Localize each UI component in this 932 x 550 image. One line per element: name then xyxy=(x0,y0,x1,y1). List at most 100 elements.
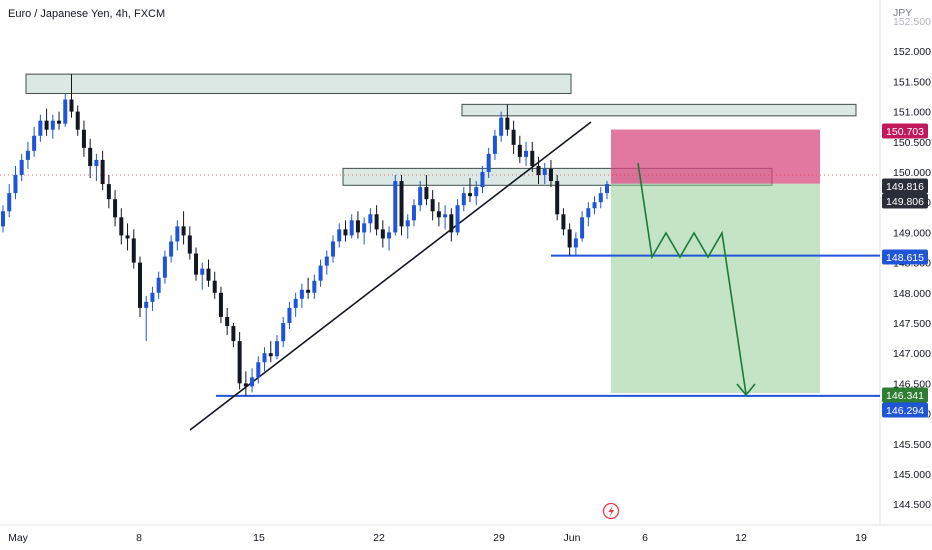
y-tick-label: 147.500 xyxy=(893,318,931,330)
supply-zone xyxy=(25,73,572,94)
stop-loss-zone xyxy=(611,129,820,184)
candle-body xyxy=(131,238,136,263)
candle-body xyxy=(331,241,336,257)
candle-body xyxy=(19,159,24,176)
candle-body xyxy=(461,193,466,206)
y-tick-label: 150.000 xyxy=(893,167,931,179)
y-tick-label: 145.500 xyxy=(893,439,931,451)
supply-zone xyxy=(461,103,857,117)
candle-body xyxy=(299,289,304,299)
candle-body xyxy=(405,220,410,227)
candle-body xyxy=(100,159,105,185)
candle-body xyxy=(94,159,99,166)
candle-body xyxy=(306,289,311,293)
x-tick-label: 29 xyxy=(493,532,505,544)
candle-body xyxy=(374,214,379,230)
candle-body xyxy=(63,99,68,124)
candle-body xyxy=(206,268,211,281)
y-tick-label: 150.500 xyxy=(893,137,931,149)
y-tick-label: 151.500 xyxy=(893,76,931,88)
candle-body xyxy=(57,120,62,124)
candle-body xyxy=(499,117,504,136)
candle-body xyxy=(75,111,80,130)
y-tick-label: 144.500 xyxy=(893,499,931,511)
annotation-lines xyxy=(0,121,880,431)
candle-body xyxy=(262,353,267,363)
candle-body xyxy=(200,268,205,275)
candle-body xyxy=(362,223,367,233)
y-tick-label: 146.500 xyxy=(893,378,931,390)
x-tick-label: 15 xyxy=(253,532,265,544)
candle-body xyxy=(443,214,448,218)
y-tick-label: 147.000 xyxy=(893,348,931,360)
candle-body xyxy=(399,181,404,227)
candle-body xyxy=(137,262,142,308)
candle-body xyxy=(524,150,529,157)
candle-body xyxy=(38,120,43,136)
candle-body xyxy=(355,220,360,233)
candle-body xyxy=(25,150,30,160)
candle-body xyxy=(169,241,174,257)
candle-body xyxy=(281,323,286,342)
x-tick-label: 22 xyxy=(373,532,385,544)
y-tick-label: 148.000 xyxy=(893,288,931,300)
candle-body xyxy=(424,187,429,200)
price-tag-label: 150.703 xyxy=(886,126,924,138)
candle-body xyxy=(517,144,522,157)
x-tick-label: May xyxy=(8,532,29,544)
candle-body xyxy=(287,307,292,323)
candle-body xyxy=(449,214,454,233)
candle-body xyxy=(187,235,192,254)
candle-body xyxy=(212,280,217,293)
chart-title: Euro / Japanese Yen, 4h, FXCM xyxy=(8,8,165,20)
candle-body xyxy=(312,280,317,293)
candle-body xyxy=(250,377,255,387)
projection-arrowhead xyxy=(736,383,756,397)
price-tag-label: 146.294 xyxy=(886,405,924,417)
candle-body xyxy=(32,135,37,151)
candle-body xyxy=(492,135,497,154)
candle-body xyxy=(256,362,261,378)
candle-body xyxy=(580,217,585,239)
y-tick-label: 151.000 xyxy=(893,107,931,119)
x-tick-label: 19 xyxy=(855,532,867,544)
candle-body xyxy=(536,165,541,176)
price-tags: 150.703 149.816 149.806 148.615 146.341 146.2… xyxy=(882,123,928,418)
candle-body xyxy=(1,211,5,227)
lightning-icon[interactable] xyxy=(602,502,620,520)
candle-body xyxy=(592,202,597,209)
candle-body xyxy=(468,193,473,197)
take-profit-zone xyxy=(611,183,820,394)
y-tick-label: 145.000 xyxy=(893,469,931,481)
currency-label: JPY xyxy=(893,7,912,19)
candle-body xyxy=(436,211,441,218)
candle-body xyxy=(380,229,385,239)
price-tag-box xyxy=(882,123,928,139)
candle-body xyxy=(474,187,479,197)
candle-body xyxy=(106,184,111,200)
candle-body xyxy=(225,316,230,327)
candle-body xyxy=(548,168,553,182)
candle-body xyxy=(318,265,323,281)
price-tag-box xyxy=(882,402,928,418)
candle-body xyxy=(480,172,485,188)
candle-body xyxy=(368,214,373,224)
candle-body xyxy=(505,117,510,130)
candle-body xyxy=(561,214,566,230)
candle-body xyxy=(113,199,118,218)
candle-body xyxy=(411,205,416,221)
candle-body xyxy=(181,226,186,236)
candle-body xyxy=(530,150,535,166)
candle-body xyxy=(268,353,273,357)
candle-body xyxy=(144,301,149,308)
price-tag-label: 149.816 xyxy=(886,181,924,193)
candle-body xyxy=(119,217,124,236)
trend-line xyxy=(189,121,592,431)
candles xyxy=(1,74,609,396)
candle-body xyxy=(274,341,279,357)
candle-body xyxy=(156,277,161,293)
candle-body xyxy=(50,120,55,130)
candle-body xyxy=(598,193,603,203)
price-tag-label: 148.615 xyxy=(886,252,924,264)
